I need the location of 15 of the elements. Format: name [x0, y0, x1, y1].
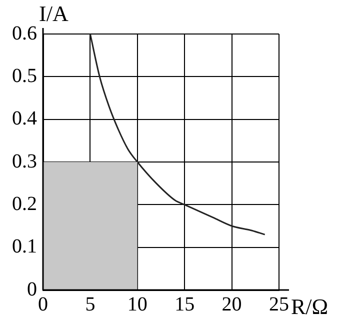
line-series	[89, 34, 266, 236]
y-tick-label: 0.2	[12, 192, 37, 215]
y-axis-title: I/A	[39, 0, 68, 26]
x-tick-label: 15	[174, 293, 195, 316]
x-tick-label: 10	[127, 293, 148, 316]
y-tick-label: 0.1	[12, 236, 37, 258]
x-tick-label: 20	[222, 293, 242, 316]
y-tick-label: 0.3	[12, 150, 37, 172]
y-tick-label: 0.5	[12, 64, 37, 87]
y-tick-label: 0.6	[12, 22, 37, 44]
x-tick-label: 5	[85, 293, 96, 316]
x-tick-label: 25	[269, 293, 289, 316]
y-tick-label: 0.4	[12, 108, 37, 130]
x-axis-title: R/Ω	[291, 294, 328, 319]
y-tick-label: 0	[27, 278, 37, 300]
